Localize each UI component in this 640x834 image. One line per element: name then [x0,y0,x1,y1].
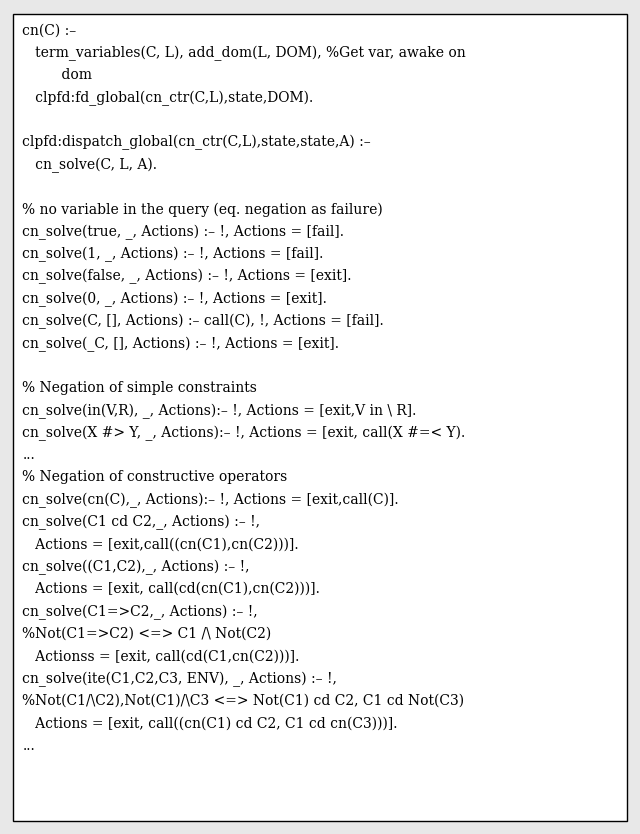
Text: % Negation of constructive operators: % Negation of constructive operators [22,470,287,485]
Text: clpfd:dispatch_global(cn_ctr(C,L),state,state,A) :–: clpfd:dispatch_global(cn_ctr(C,L),state,… [22,135,371,150]
Text: cn_solve(ite(C1,C2,C3, ENV), _, Actions) :– !,: cn_solve(ite(C1,C2,C3, ENV), _, Actions)… [22,671,337,687]
Text: Actions = [exit,call((cn(C1),cn(C2)))].: Actions = [exit,call((cn(C1),cn(C2)))]. [22,537,299,551]
Text: Actionss = [exit, call(cd(C1,cn(C2)))].: Actionss = [exit, call(cd(C1,cn(C2)))]. [22,649,300,663]
Text: dom: dom [22,68,92,82]
Text: cn_solve((C1,C2),_, Actions) :– !,: cn_solve((C1,C2),_, Actions) :– !, [22,560,250,575]
Text: cn_solve(C, [], Actions) :– call(C), !, Actions = [fail].: cn_solve(C, [], Actions) :– call(C), !, … [22,314,384,329]
Text: cn_solve(1, _, Actions) :– !, Actions = [fail].: cn_solve(1, _, Actions) :– !, Actions = … [22,247,324,262]
FancyBboxPatch shape [13,14,627,821]
Text: term_variables(C, L), add_dom(L, DOM), %Get var, awake on: term_variables(C, L), add_dom(L, DOM), %… [22,46,466,61]
Text: Actions = [exit, call(cd(cn(C1),cn(C2)))].: Actions = [exit, call(cd(cn(C1),cn(C2)))… [22,582,320,596]
Text: cn_solve(C1 cd C2,_, Actions) :– !,: cn_solve(C1 cd C2,_, Actions) :– !, [22,515,260,530]
Text: cn_solve(false, _, Actions) :– !, Actions = [exit].: cn_solve(false, _, Actions) :– !, Action… [22,269,352,284]
Text: cn_solve(0, _, Actions) :– !, Actions = [exit].: cn_solve(0, _, Actions) :– !, Actions = … [22,292,327,307]
Text: %Not(C1/\C2),Not(C1)/\C3 <=> Not(C1) cd C2, C1 cd Not(C3): %Not(C1/\C2),Not(C1)/\C3 <=> Not(C1) cd … [22,694,465,708]
Text: % no variable in the query (eq. negation as failure): % no variable in the query (eq. negation… [22,202,383,217]
Text: Actions = [exit, call((cn(C1) cd C2, C1 cd cn(C3)))].: Actions = [exit, call((cn(C1) cd C2, C1 … [22,716,398,731]
Text: %Not(C1=>C2) <=> C1 /\ Not(C2): %Not(C1=>C2) <=> C1 /\ Not(C2) [22,627,271,641]
Text: cn_solve(in(V,R), _, Actions):– !, Actions = [exit,V in \ R].: cn_solve(in(V,R), _, Actions):– !, Actio… [22,404,417,419]
Text: cn_solve(_C, [], Actions) :– !, Actions = [exit].: cn_solve(_C, [], Actions) :– !, Actions … [22,336,339,352]
Text: ...: ... [22,448,35,462]
Text: cn_solve(true, _, Actions) :– !, Actions = [fail].: cn_solve(true, _, Actions) :– !, Actions… [22,224,344,240]
Text: cn_solve(X #> Y, _, Actions):– !, Actions = [exit, call(X #=< Y).: cn_solve(X #> Y, _, Actions):– !, Action… [22,425,466,441]
Text: cn_solve(C, L, A).: cn_solve(C, L, A). [22,158,157,173]
Text: clpfd:fd_global(cn_ctr(C,L),state,DOM).: clpfd:fd_global(cn_ctr(C,L),state,DOM). [22,90,314,106]
Text: cn(C) :–: cn(C) :– [22,23,77,38]
Text: ...: ... [22,739,35,752]
Text: cn_solve(C1=>C2,_, Actions) :– !,: cn_solve(C1=>C2,_, Actions) :– !, [22,605,258,620]
Text: % Negation of simple constraints: % Negation of simple constraints [22,381,257,395]
Text: cn_solve(cn(C),_, Actions):– !, Actions = [exit,call(C)].: cn_solve(cn(C),_, Actions):– !, Actions … [22,493,399,508]
